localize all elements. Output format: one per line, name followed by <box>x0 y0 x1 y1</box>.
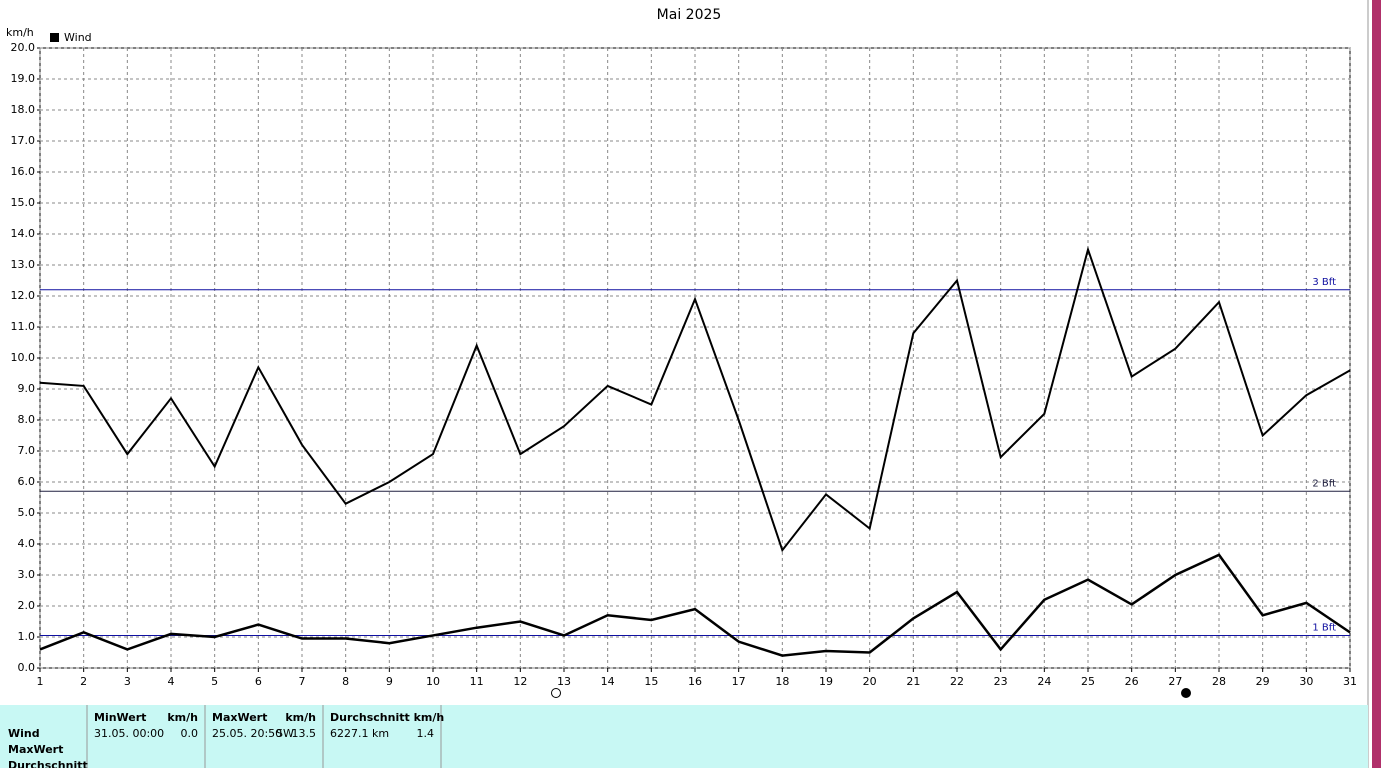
y-tick-label: 0.0 <box>18 661 36 674</box>
y-tick-label: 18.0 <box>11 103 36 116</box>
stats-table: MinWert km/h MaxWert km/h Durchschnitt k… <box>8 705 444 768</box>
x-tick-label: 23 <box>994 675 1008 688</box>
y-tick-label: 8.0 <box>18 413 36 426</box>
table-cell: SW <box>276 727 294 740</box>
row-label: Wind <box>8 727 40 740</box>
x-tick-label: 26 <box>1125 675 1139 688</box>
y-tick-label: 4.0 <box>18 537 36 550</box>
row-label: Durchschnitt <box>8 759 88 768</box>
table-cell: 25.05. 20:50 <box>212 727 282 740</box>
new-moon-icon <box>1181 688 1191 698</box>
stats-panel <box>0 705 1368 768</box>
x-tick-label: 3 <box>124 675 131 688</box>
x-tick-label: 30 <box>1299 675 1313 688</box>
x-tick-label: 28 <box>1212 675 1226 688</box>
reference-label: 1 Bft <box>1312 622 1336 633</box>
y-tick-label: 16.0 <box>11 165 36 178</box>
table-cell: 13.5 <box>292 727 317 740</box>
x-tick-label: 16 <box>688 675 702 688</box>
y-tick-label: 9.0 <box>18 382 36 395</box>
x-tick-label: 24 <box>1037 675 1051 688</box>
full-moon-icon <box>551 688 561 698</box>
y-tick-label: 5.0 <box>18 506 36 519</box>
side-image <box>1372 0 1381 768</box>
x-tick-label: 12 <box>513 675 527 688</box>
data-line <box>39 246 1351 553</box>
x-tick-label: 14 <box>601 675 615 688</box>
y-tick-label: 1.0 <box>18 630 36 643</box>
table-header: km/h <box>167 711 198 724</box>
x-tick-label: 22 <box>950 675 964 688</box>
y-axis-label: km/h <box>6 26 34 39</box>
y-tick-label: 10.0 <box>11 351 36 364</box>
x-tick-label: 20 <box>863 675 877 688</box>
y-tick-label: 2.0 <box>18 599 36 612</box>
reference-label: 3 Bft <box>1312 277 1336 288</box>
x-tick-label: 1 <box>37 675 44 688</box>
reference-label: 2 Bft <box>1312 478 1336 489</box>
x-tick-label: 8 <box>342 675 349 688</box>
table-header: MinWert <box>94 711 146 724</box>
x-tick-label: 18 <box>775 675 789 688</box>
table-cell: 0.0 <box>181 727 199 740</box>
y-tick-label: 20.0 <box>11 41 36 54</box>
table-header: km/h <box>285 711 316 724</box>
y-tick-label: 12.0 <box>11 289 36 302</box>
table-header: MaxWert <box>212 711 267 724</box>
row-label: MaxWert <box>8 743 63 756</box>
x-tick-label: 6 <box>255 675 262 688</box>
x-tick-label: 25 <box>1081 675 1095 688</box>
legend-swatch <box>50 33 59 42</box>
x-tick-label: 31 <box>1343 675 1357 688</box>
x-tick-label: 27 <box>1168 675 1182 688</box>
x-tick-label: 19 <box>819 675 833 688</box>
y-tick-label: 15.0 <box>11 196 36 209</box>
x-tick-label: 17 <box>732 675 746 688</box>
y-tick-label: 14.0 <box>11 227 36 240</box>
y-tick-label: 3.0 <box>18 568 36 581</box>
x-tick-label: 21 <box>906 675 920 688</box>
x-tick-label: 10 <box>426 675 440 688</box>
x-tick-label: 7 <box>299 675 306 688</box>
x-tick-label: 5 <box>211 675 218 688</box>
x-tick-label: 4 <box>168 675 175 688</box>
y-tick-label: 17.0 <box>11 134 36 147</box>
legend-label: Wind <box>64 31 92 44</box>
y-tick-label: 13.0 <box>11 258 36 271</box>
table-cell: 31.05. 00:00 <box>94 727 164 740</box>
y-tick-label: 7.0 <box>18 444 36 457</box>
chart-title: Mai 2025 <box>657 7 722 23</box>
y-tick-label: 11.0 <box>11 320 36 333</box>
table-cell: 6227.1 km <box>330 727 389 740</box>
x-tick-label: 11 <box>470 675 484 688</box>
y-tick-label: 19.0 <box>11 72 36 85</box>
table-header: Durchschnitt km/h <box>330 711 444 724</box>
y-tick-label: 6.0 <box>18 475 36 488</box>
x-tick-label: 2 <box>80 675 87 688</box>
x-tick-label: 13 <box>557 675 571 688</box>
x-tick-label: 29 <box>1256 675 1270 688</box>
data-line <box>39 553 1351 657</box>
x-tick-label: 15 <box>644 675 658 688</box>
x-tick-label: 9 <box>386 675 393 688</box>
table-cell: 1.4 <box>417 727 435 740</box>
